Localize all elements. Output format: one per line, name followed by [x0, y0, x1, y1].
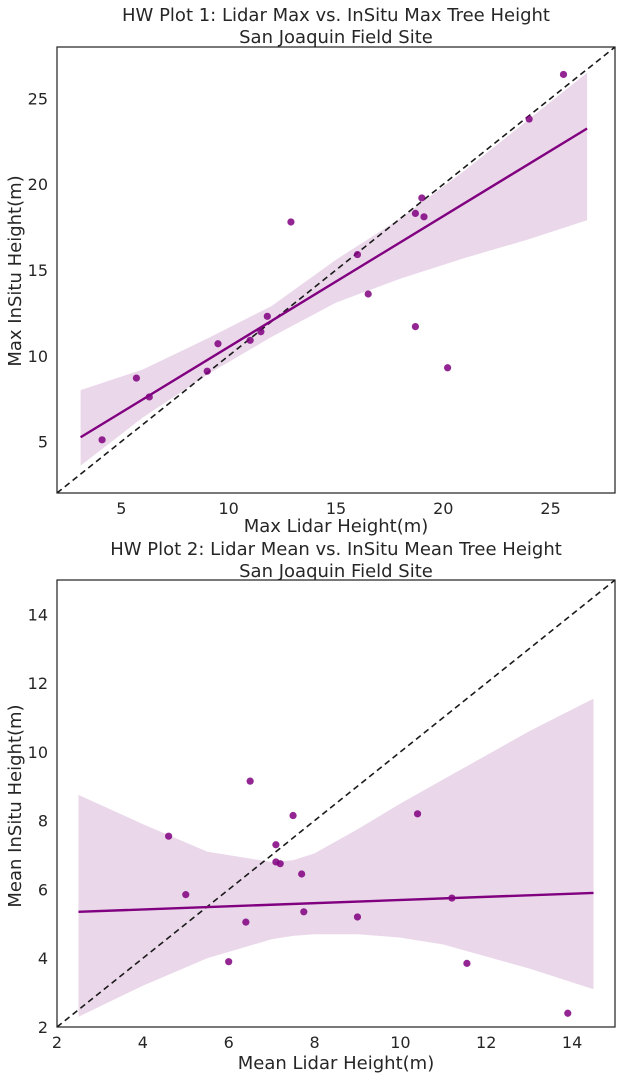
plot-area: 5 10 15 20 25 5 10 15 20 25 [28, 46, 616, 518]
data-point [463, 959, 471, 967]
plot-frame [56, 579, 616, 1028]
x-tick-label: 10 [390, 1033, 410, 1052]
data-point [246, 777, 254, 785]
y-tick-label: 2 [38, 1018, 48, 1037]
data-point [448, 894, 456, 902]
data-point [272, 841, 280, 849]
x-tick-label: 20 [433, 499, 453, 518]
x-axis-label: Max Lidar Height(m) [244, 516, 429, 537]
x-tick-label: 14 [562, 1033, 582, 1052]
x-tick-label: 10 [219, 499, 239, 518]
data-point [182, 891, 190, 899]
identity-line [56, 46, 616, 494]
data-point [559, 70, 568, 79]
data-point [289, 811, 297, 820]
data-point [214, 340, 222, 348]
data-point [165, 832, 173, 840]
confidence-band [78, 698, 594, 1017]
data-point [411, 209, 420, 217]
y-axis-label: Max InSitu Height(m) [5, 175, 26, 366]
chart-mean-height: HW Plot 2: Lidar Mean vs. InSitu Mean Tr… [5, 539, 616, 1074]
data-point [246, 336, 254, 344]
y-tick-label: 12 [28, 674, 48, 693]
data-point [276, 860, 284, 868]
regression-line [79, 127, 588, 439]
y-tick-label: 25 [28, 89, 48, 108]
data-point [525, 115, 533, 123]
chart-title: HW Plot 2: Lidar Mean vs. InSitu Mean Tr… [110, 539, 562, 560]
y-tick-label: 6 [38, 880, 48, 899]
y-tick-label: 14 [28, 605, 48, 624]
y-tick-label: 5 [38, 433, 48, 452]
plot-frame [56, 46, 616, 494]
y-tick-label: 8 [38, 812, 48, 831]
x-tick-label: 12 [476, 1033, 496, 1052]
confidence-band [80, 72, 588, 466]
y-tick-label: 10 [28, 743, 48, 762]
data-point [257, 328, 265, 336]
data-point [300, 908, 308, 916]
x-tick-label: 6 [224, 1033, 234, 1052]
x-tick-label: 2 [52, 1033, 62, 1052]
data-point [444, 364, 452, 372]
data-point [353, 250, 362, 259]
x-tick-label: 4 [138, 1033, 148, 1052]
x-tick-label: 25 [540, 499, 560, 518]
data-point [298, 870, 306, 878]
x-tick-label: 8 [309, 1033, 319, 1052]
x-tick-label: 5 [116, 499, 126, 518]
data-point [98, 436, 106, 444]
chart-subtitle: San Joaquin Field Site [239, 27, 433, 48]
chart-title: HW Plot 1: Lidar Max vs. InSitu Max Tree… [122, 5, 550, 26]
data-point [145, 393, 153, 401]
data-point [132, 374, 141, 382]
data-point [364, 290, 372, 298]
y-tick-label: 4 [38, 949, 48, 968]
data-point [225, 958, 233, 966]
identity-line [56, 579, 616, 1028]
chart-subtitle: San Joaquin Field Site [239, 561, 433, 582]
data-point [203, 367, 211, 375]
y-axis-label: Mean InSitu Height(m) [5, 704, 26, 907]
plot-area: 2 4 6 8 10 12 14 2 4 6 8 10 12 14 [28, 579, 616, 1052]
regression-line [78, 891, 594, 914]
chart-max-height: HW Plot 1: Lidar Max vs. InSitu Max Tree… [5, 5, 616, 537]
x-axis-label: Mean Lidar Height(m) [238, 1053, 434, 1074]
y-tick-label: 20 [28, 175, 48, 194]
data-point [263, 312, 271, 320]
data-point [287, 218, 295, 226]
data-point [353, 913, 362, 921]
data-point [411, 323, 420, 331]
x-tick-label: 15 [326, 499, 346, 518]
y-tick-label: 10 [28, 347, 48, 366]
data-point [242, 918, 250, 926]
data-point [413, 810, 422, 818]
data-point [418, 194, 426, 202]
data-point [564, 1009, 572, 1017]
y-tick-label: 15 [28, 261, 48, 280]
data-point [420, 213, 428, 221]
